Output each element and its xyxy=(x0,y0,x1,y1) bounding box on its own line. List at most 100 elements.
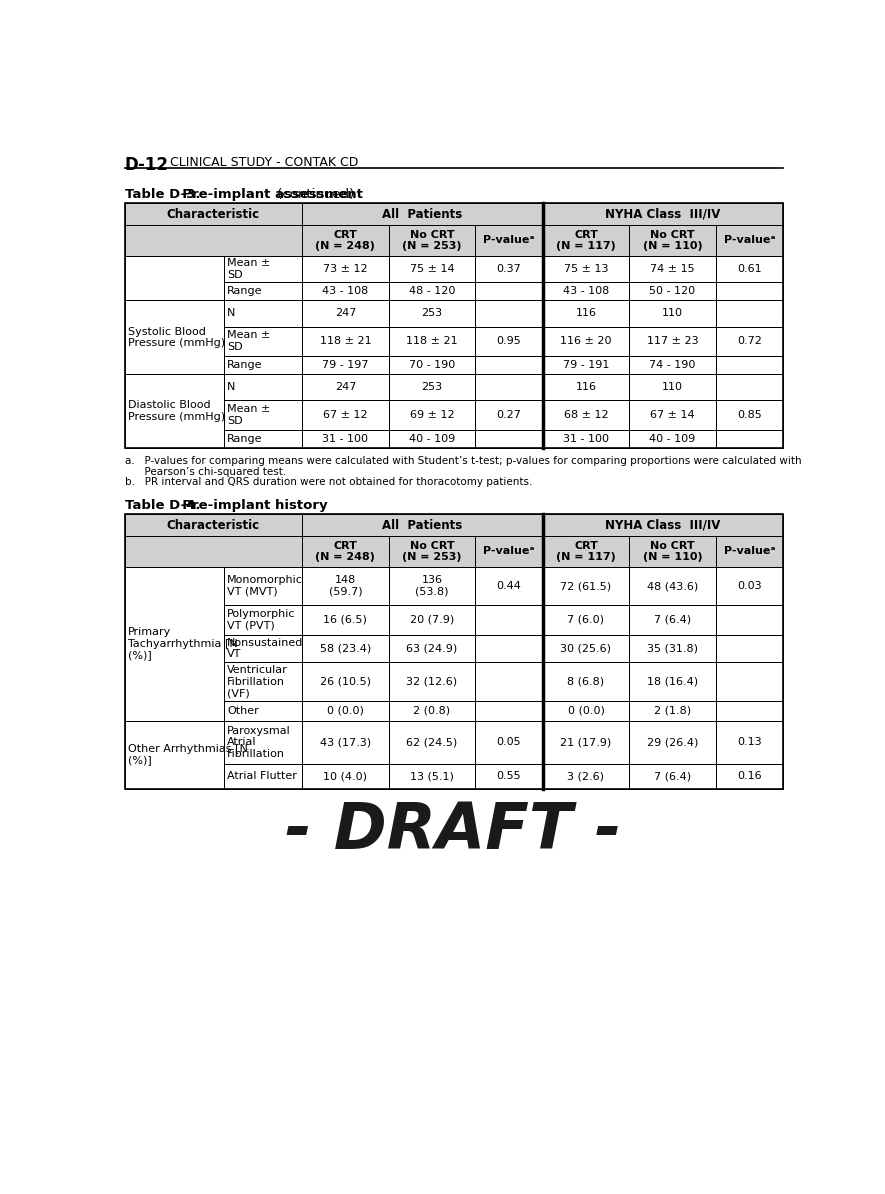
Bar xyxy=(629,663,716,701)
Text: 136
(53.8): 136 (53.8) xyxy=(415,576,449,597)
Bar xyxy=(475,400,543,430)
Bar xyxy=(629,430,716,448)
Bar xyxy=(224,721,302,764)
Bar xyxy=(543,203,783,224)
Text: 43 (17.3): 43 (17.3) xyxy=(319,738,371,747)
Text: Primary
Tachyarrhythmia [N
(%)]: Primary Tachyarrhythmia [N (%)] xyxy=(127,627,237,660)
Text: Table D-3.: Table D-3. xyxy=(125,187,200,201)
Bar xyxy=(716,663,783,701)
Text: 0.13: 0.13 xyxy=(737,738,762,747)
Bar xyxy=(475,326,543,356)
Bar xyxy=(629,764,716,788)
Text: 79 - 191: 79 - 191 xyxy=(563,361,609,370)
Bar xyxy=(716,282,783,301)
Text: 0.27: 0.27 xyxy=(496,410,521,420)
Bar xyxy=(302,634,389,663)
Text: 0.05: 0.05 xyxy=(496,738,521,747)
Bar xyxy=(224,430,302,448)
Bar xyxy=(125,203,302,224)
Bar xyxy=(302,721,389,764)
Bar xyxy=(475,282,543,301)
Bar xyxy=(125,515,783,788)
Text: No CRT
(N = 253): No CRT (N = 253) xyxy=(402,541,462,562)
Text: 110: 110 xyxy=(662,308,683,319)
Bar xyxy=(302,430,389,448)
Text: 32 (12.6): 32 (12.6) xyxy=(406,677,458,687)
Bar xyxy=(475,256,543,282)
Bar xyxy=(389,567,475,605)
Text: Other Arrhythmias [N
(%)]: Other Arrhythmias [N (%)] xyxy=(127,744,248,765)
Bar xyxy=(543,374,629,400)
Bar xyxy=(389,764,475,788)
Bar xyxy=(224,567,302,605)
Bar xyxy=(716,301,783,326)
Text: 21 (17.9): 21 (17.9) xyxy=(560,738,612,747)
Bar xyxy=(125,515,302,536)
Text: Atrial Flutter: Atrial Flutter xyxy=(227,771,297,781)
Bar xyxy=(224,701,302,721)
Bar xyxy=(302,282,389,301)
Text: P-valueᵃ: P-valueᵃ xyxy=(724,547,775,556)
Text: Pre-implant history: Pre-implant history xyxy=(173,499,327,512)
Text: 0 (0.0): 0 (0.0) xyxy=(327,706,364,715)
Bar xyxy=(475,356,543,374)
Text: 62 (24.5): 62 (24.5) xyxy=(406,738,458,747)
Bar xyxy=(716,605,783,634)
Bar xyxy=(302,663,389,701)
Text: N: N xyxy=(227,308,235,319)
Text: 35 (31.8): 35 (31.8) xyxy=(647,644,698,653)
Text: P-valueᵃ: P-valueᵃ xyxy=(724,235,775,245)
Text: 31 - 100: 31 - 100 xyxy=(322,433,368,444)
Bar xyxy=(224,301,302,326)
Text: - DRAFT -: - DRAFT - xyxy=(286,800,621,862)
Text: 7 (6.4): 7 (6.4) xyxy=(654,771,691,781)
Bar xyxy=(302,701,389,721)
Bar xyxy=(543,515,783,536)
Bar xyxy=(302,536,389,567)
Bar xyxy=(475,605,543,634)
Bar xyxy=(716,567,783,605)
Bar xyxy=(224,663,302,701)
Bar xyxy=(629,356,716,374)
Text: 13 (5.1): 13 (5.1) xyxy=(410,771,454,781)
Bar xyxy=(543,256,629,282)
Bar xyxy=(389,701,475,721)
Bar xyxy=(543,567,629,605)
Text: 74 - 190: 74 - 190 xyxy=(650,361,696,370)
Bar xyxy=(629,224,716,256)
Text: 26 (10.5): 26 (10.5) xyxy=(319,677,371,687)
Text: Characteristic: Characteristic xyxy=(166,518,260,531)
Bar xyxy=(475,430,543,448)
Bar xyxy=(475,301,543,326)
Bar xyxy=(543,301,629,326)
Bar xyxy=(543,663,629,701)
Text: 247: 247 xyxy=(335,382,356,393)
Bar xyxy=(716,374,783,400)
Bar xyxy=(125,536,302,567)
Bar xyxy=(629,282,716,301)
Bar xyxy=(716,224,783,256)
Text: 75 ± 14: 75 ± 14 xyxy=(410,264,454,273)
Bar xyxy=(389,224,475,256)
Bar xyxy=(716,356,783,374)
Text: 8 (6.8): 8 (6.8) xyxy=(567,677,604,687)
Bar xyxy=(475,663,543,701)
Text: 70 - 190: 70 - 190 xyxy=(409,361,455,370)
Bar xyxy=(629,701,716,721)
Text: 48 - 120: 48 - 120 xyxy=(409,287,455,296)
Text: 116: 116 xyxy=(575,308,596,319)
Bar xyxy=(389,356,475,374)
Text: 72 (61.5): 72 (61.5) xyxy=(560,581,612,591)
Bar xyxy=(629,374,716,400)
Bar xyxy=(389,721,475,764)
Bar xyxy=(224,764,302,788)
Text: Paroxysmal
Atrial
Fibrillation: Paroxysmal Atrial Fibrillation xyxy=(227,726,291,759)
Text: a.   P-values for comparing means were calculated with Student’s t-test; p-value: a. P-values for comparing means were cal… xyxy=(125,456,801,478)
Bar xyxy=(389,430,475,448)
Text: Diastolic Blood
Pressure (mmHg): Diastolic Blood Pressure (mmHg) xyxy=(127,400,225,421)
Text: 0.85: 0.85 xyxy=(737,410,762,420)
Bar xyxy=(543,634,629,663)
Bar xyxy=(629,326,716,356)
Bar xyxy=(543,701,629,721)
Bar xyxy=(302,326,389,356)
